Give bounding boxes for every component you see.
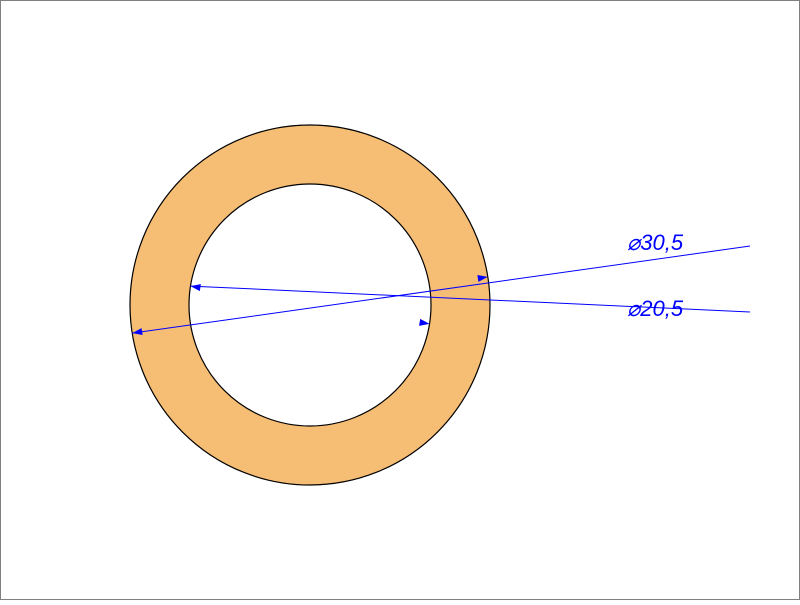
- diagram-canvas: ⌀30,5 ⌀20,5: [0, 0, 800, 600]
- ring-cross-section: [130, 125, 490, 485]
- outer-diameter-label: ⌀30,5: [627, 230, 683, 256]
- inner-diameter-label: ⌀20,5: [627, 296, 683, 322]
